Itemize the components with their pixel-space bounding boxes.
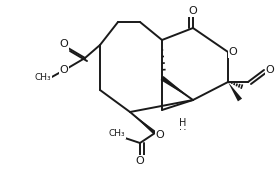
Text: CH₃: CH₃: [35, 73, 51, 82]
Text: O: O: [189, 6, 197, 16]
Polygon shape: [160, 76, 193, 100]
Text: O: O: [156, 130, 164, 140]
Text: H: H: [179, 118, 187, 128]
Text: CH₃: CH₃: [109, 130, 125, 139]
Text: H: H: [179, 122, 187, 132]
Polygon shape: [228, 82, 242, 101]
Text: O: O: [60, 39, 68, 49]
Text: O: O: [136, 156, 144, 166]
Text: O: O: [229, 47, 237, 57]
Text: O: O: [60, 65, 68, 75]
Text: O: O: [266, 65, 274, 75]
Polygon shape: [130, 112, 156, 134]
